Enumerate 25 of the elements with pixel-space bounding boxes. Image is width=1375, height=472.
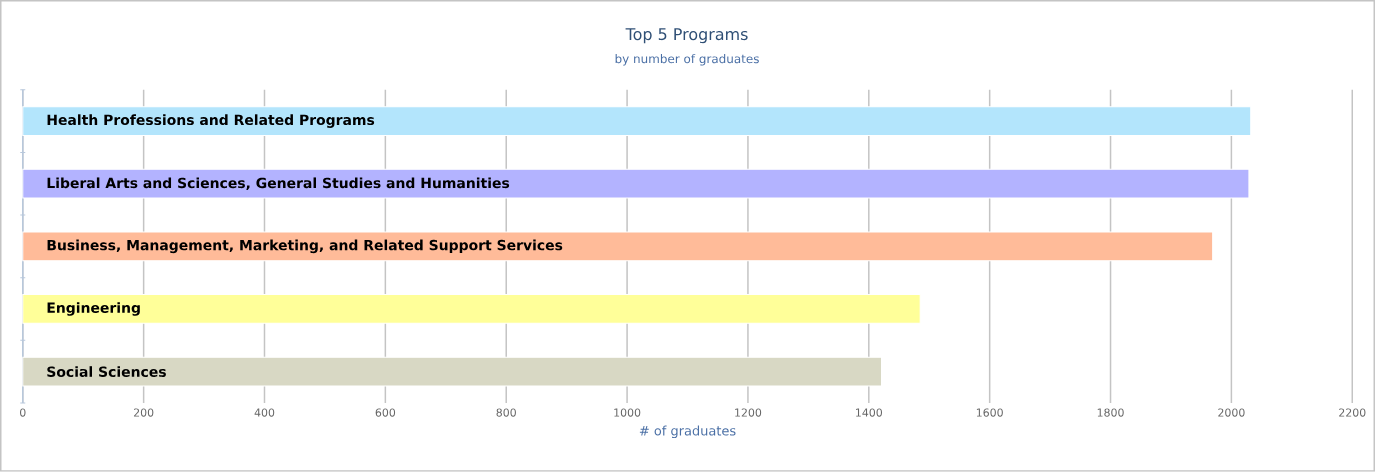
y-tick-label: Business, Management, Marketing, and Related Support Services	[47, 239, 563, 254]
x-tick-label: 200	[133, 408, 154, 417]
x-tick-label: 1600	[976, 408, 1003, 417]
x-tick-label: 1000	[614, 408, 641, 417]
bar	[22, 168, 1250, 199]
chart-subtitle: by number of graduates	[615, 54, 759, 66]
bar	[22, 356, 882, 387]
y-tick-label: Social Sciences	[47, 366, 166, 378]
bar	[22, 106, 1252, 137]
y-tick-label: Liberal Arts and Sciences, General Studies and Humanities	[47, 177, 510, 191]
x-tick-label: 1800	[1097, 408, 1124, 417]
x-tick-label: 2200	[1339, 408, 1366, 417]
x-tick-label: 0	[20, 408, 26, 417]
bar	[22, 294, 921, 325]
x-tick-label: 2000	[1218, 408, 1245, 417]
x-tick-label: 1200	[735, 408, 762, 417]
chart-title: Top 5 Programs	[625, 28, 748, 44]
x-axis-title: # of graduates	[639, 425, 736, 439]
x-tick-label: 400	[254, 408, 275, 417]
y-tick-label: Health Professions and Related Programs	[47, 114, 375, 129]
x-tick-label: 1400	[856, 408, 883, 417]
y-tick-label: Engineering	[47, 302, 140, 316]
x-tick-label: 600	[375, 408, 396, 417]
x-tick-label: 800	[496, 408, 516, 417]
bar	[22, 231, 1214, 262]
